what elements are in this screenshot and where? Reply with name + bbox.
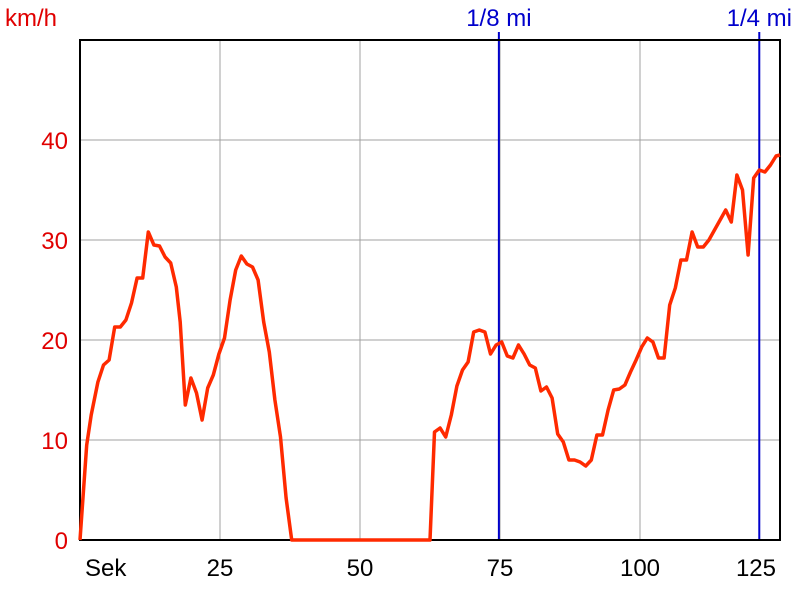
x-tick-label-50: 50 [347, 555, 374, 582]
x-tick-label-75: 75 [487, 555, 514, 582]
gridlines [80, 40, 780, 540]
speed-series-line [78, 153, 781, 542]
x-axis-unit-label: Sek [85, 555, 127, 582]
x-tick-label-25: 25 [207, 555, 234, 582]
x-tick-label-100: 100 [620, 555, 660, 582]
y-tick-label-0: 0 [55, 528, 68, 555]
y-tick-label-40: 40 [41, 128, 68, 155]
y-tick-labels: 0 10 20 30 40 [41, 128, 68, 555]
marker-label-1: 1/4 mi [727, 5, 792, 32]
y-tick-label-10: 10 [41, 428, 68, 455]
x-tick-labels: 25 50 75 100 125 [207, 555, 776, 582]
y-axis-unit-label: km/h [5, 5, 57, 32]
x-tick-label-125: 125 [736, 555, 776, 582]
distance-markers: 1/8 mi 1/4 mi [466, 5, 792, 540]
y-tick-label-20: 20 [41, 328, 68, 355]
y-tick-label-30: 30 [41, 228, 68, 255]
marker-label-0: 1/8 mi [466, 5, 531, 32]
